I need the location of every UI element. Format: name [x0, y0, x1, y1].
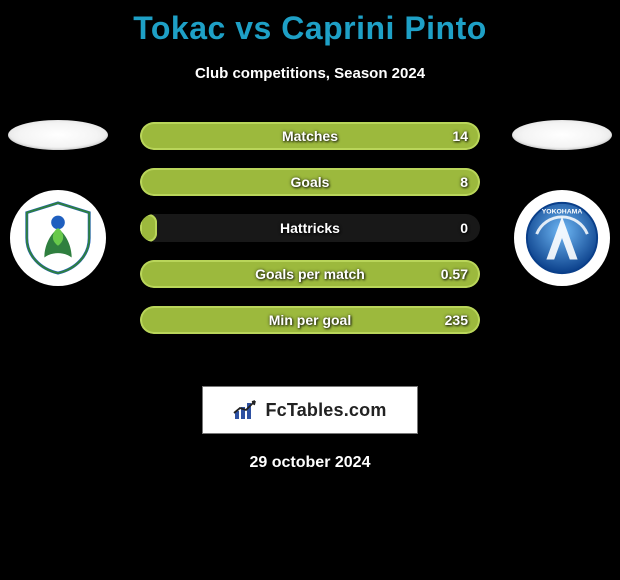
page-title: Tokac vs Caprini Pinto	[0, 0, 620, 47]
stat-bar-fill	[140, 214, 157, 242]
stat-bar-value: 8	[460, 174, 468, 190]
stat-bar: Min per goal 235	[140, 306, 480, 334]
stat-bar-label: Min per goal	[269, 312, 351, 328]
date-text: 29 october 2024	[0, 454, 620, 472]
stat-bar-label: Matches	[282, 128, 338, 144]
stat-bar-label: Goals	[291, 174, 330, 190]
player-left-club-badge	[10, 190, 106, 286]
stat-bar-label: Goals per match	[255, 266, 365, 282]
stat-bar-value: 0	[460, 220, 468, 236]
player-right-avatar-placeholder	[512, 120, 612, 150]
stat-bar: Goals per match 0.57	[140, 260, 480, 288]
brand-text: FcTables.com	[265, 400, 386, 421]
stat-bar: Goals 8	[140, 168, 480, 196]
svg-text:YOKOHAMA: YOKOHAMA	[542, 209, 583, 216]
player-left-avatar-placeholder	[8, 120, 108, 150]
shield-icon	[19, 199, 97, 277]
stat-bar: Hattricks 0	[140, 214, 480, 242]
stat-bar: Matches 14	[140, 122, 480, 150]
player-right-club-badge: YOKOHAMA	[514, 190, 610, 286]
player-right: YOKOHAMA	[512, 112, 612, 372]
stat-bar-label: Hattricks	[280, 220, 340, 236]
stat-bars: Matches 14 Goals 8 Hattricks 0 Goals per match…	[140, 122, 480, 352]
stat-bar-value: 0.57	[441, 266, 468, 282]
subtitle: Club competitions, Season 2024	[0, 65, 620, 82]
shield-icon: YOKOHAMA	[523, 199, 601, 277]
stat-bar-value: 235	[445, 312, 468, 328]
player-left	[8, 112, 108, 372]
comparison-panel: YOKOHAMA Matches 14 Goals 8 Hattricks 0 Goals …	[0, 112, 620, 372]
brand-watermark: FcTables.com	[202, 386, 418, 434]
stat-bar-value: 14	[452, 128, 468, 144]
bar-chart-icon	[233, 399, 259, 421]
